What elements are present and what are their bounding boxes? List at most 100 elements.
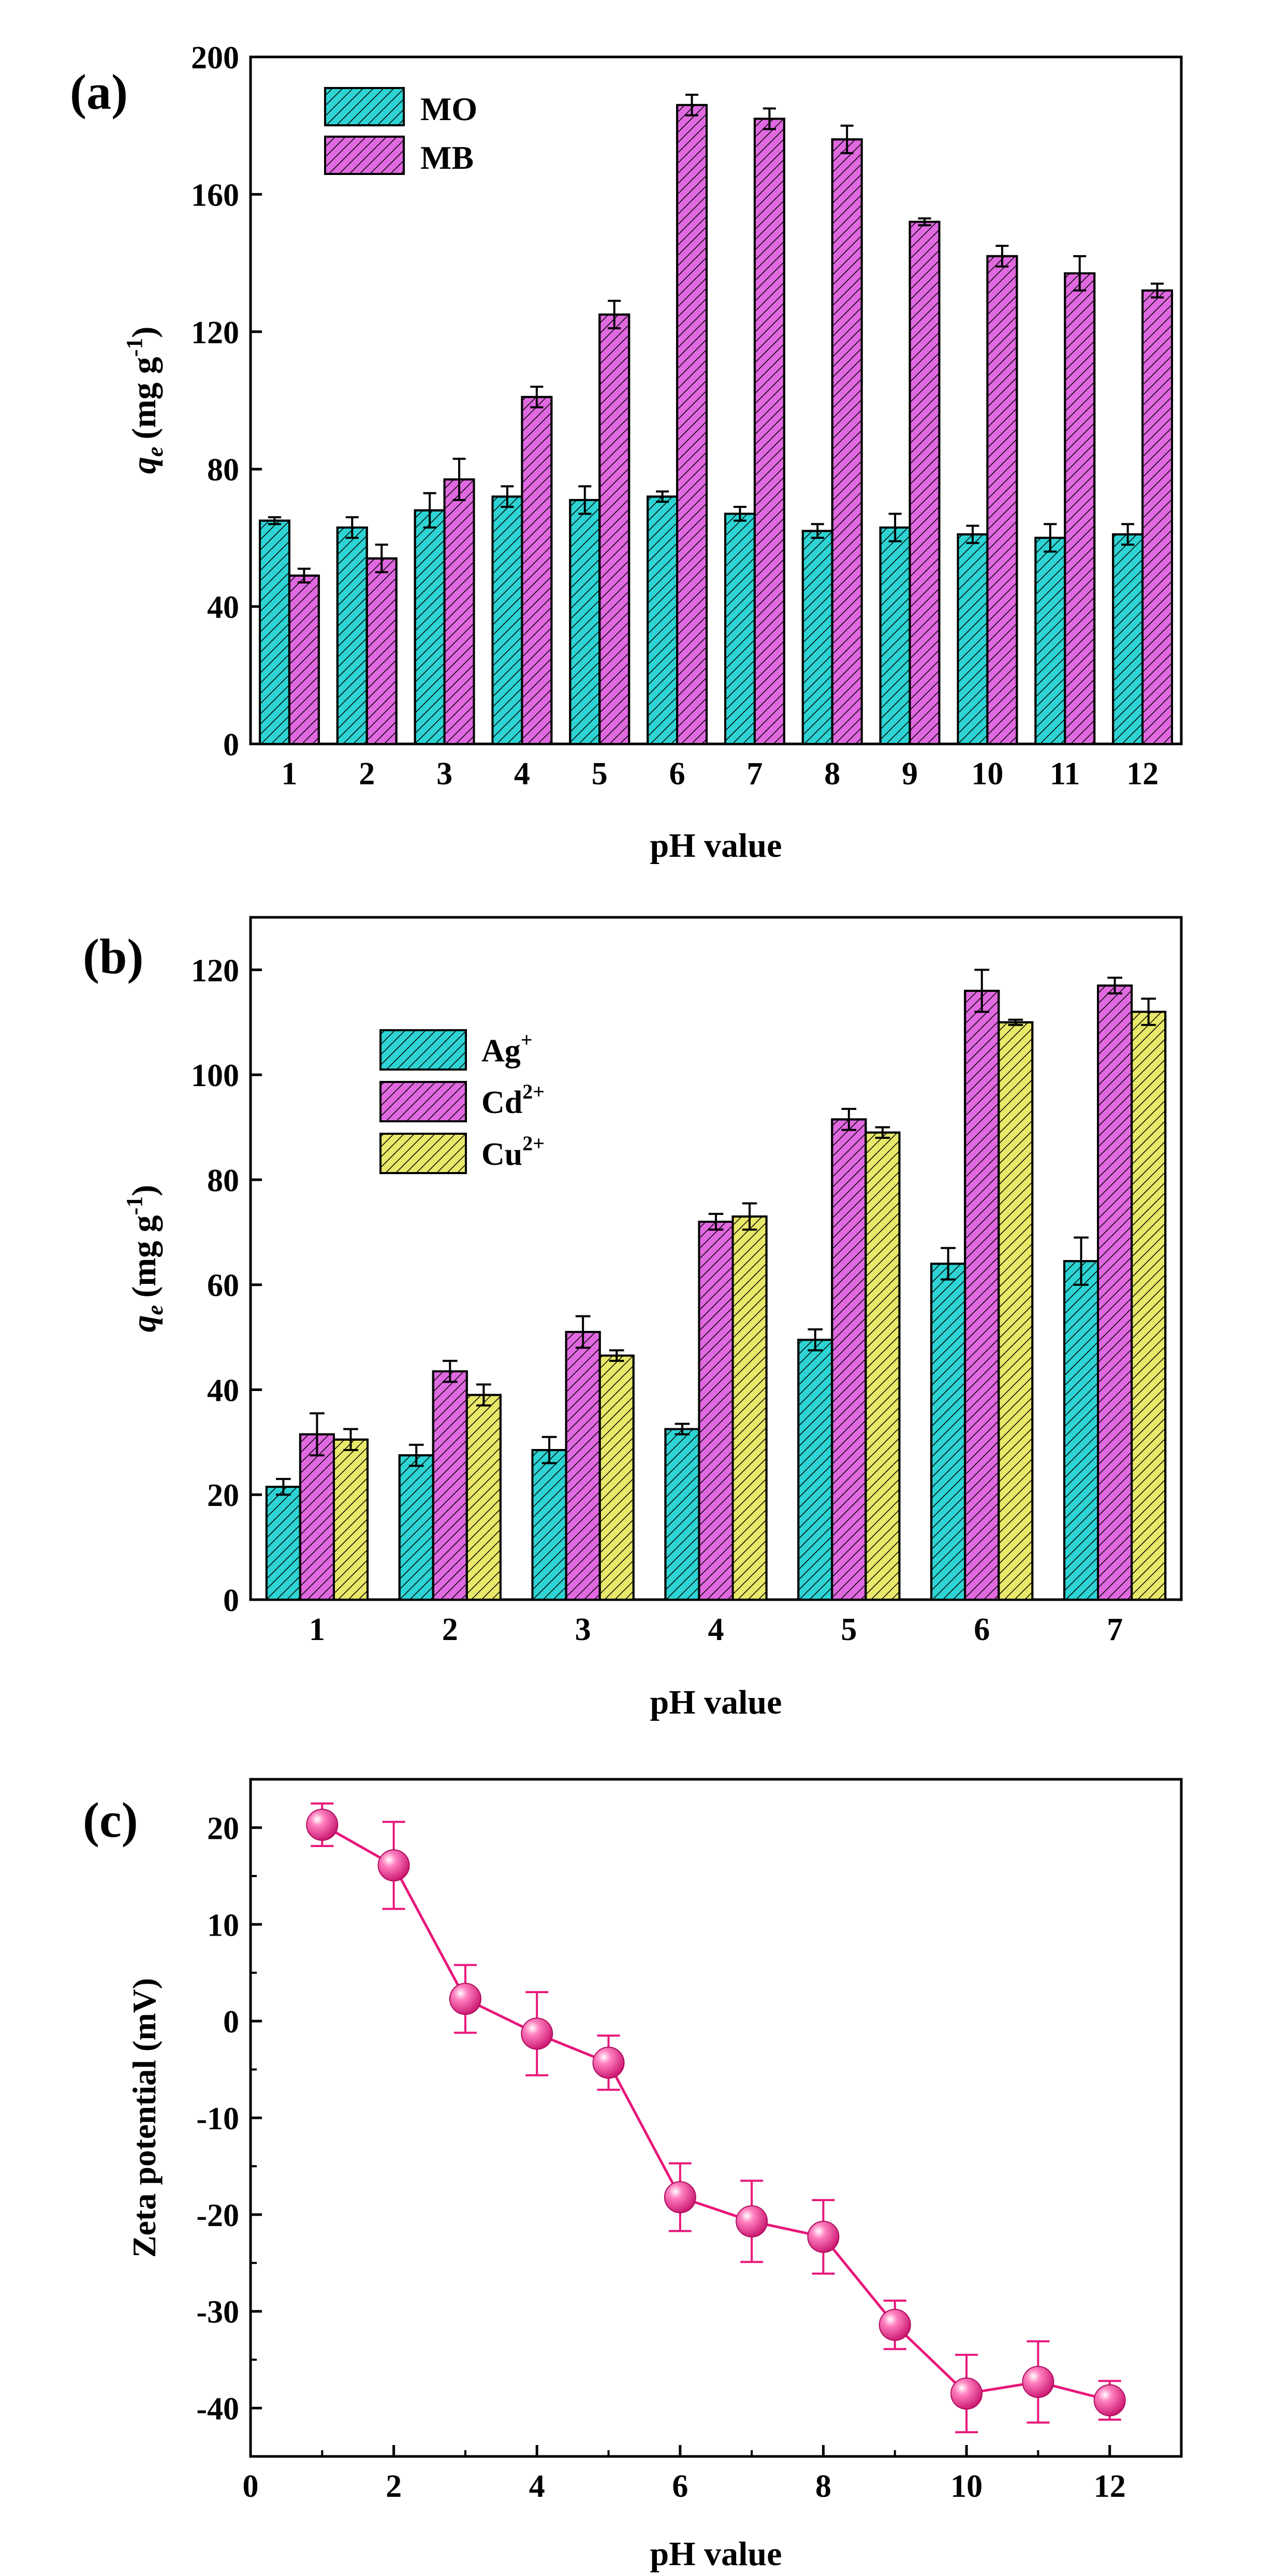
ytick-label: 60 — [207, 1268, 239, 1304]
bar-hatch-ag — [531, 1449, 567, 1601]
bar-hatch-mo — [957, 533, 989, 745]
xtick-label: 4 — [529, 2469, 545, 2504]
ytick-label: 120 — [191, 953, 239, 988]
data-point — [950, 2377, 983, 2410]
panel-c-yticks: -40 -30 -20 -10 0 10 20 — [196, 1811, 262, 2457]
panel-b-xticks: 1 2 3 4 5 6 7 — [309, 1588, 1123, 1647]
xtick-label: 11 — [1050, 756, 1080, 792]
bar-hatch-mo — [414, 509, 446, 745]
bar-hatch-ag — [664, 1428, 700, 1601]
data-point — [736, 2205, 768, 2237]
xtick-label: 6 — [669, 756, 685, 792]
xtick-label: 10 — [950, 2469, 983, 2504]
data-point — [449, 1983, 481, 2015]
xtick-label: 2 — [386, 2469, 402, 2504]
bar-hatch-cu — [598, 1354, 635, 1601]
ytick-label: 20 — [207, 1811, 239, 1846]
bar-hatch-cu — [731, 1215, 768, 1601]
xtick-label: 3 — [575, 1612, 591, 1647]
panel-a-ylabel-sup: -1 — [122, 338, 147, 357]
data-point — [878, 2308, 911, 2341]
xtick-label: 1 — [309, 1612, 325, 1647]
bar-hatch-mb — [1064, 272, 1096, 745]
panel-a-bars — [258, 93, 1174, 745]
bar-hatch-cd — [698, 1221, 734, 1601]
data-point — [377, 1849, 410, 1882]
bar-hatch-mb — [288, 574, 320, 745]
data-point — [521, 2017, 553, 2050]
ytick-label: 40 — [207, 590, 239, 625]
legend-hatch-cu — [379, 1133, 467, 1174]
bar-hatch-cd — [299, 1433, 335, 1601]
bar-hatch-mb — [443, 478, 475, 745]
bar-hatch-cd — [432, 1370, 468, 1601]
legend-label-cd-sup: 2+ — [522, 1080, 545, 1103]
xtick-label: 10 — [971, 756, 1003, 792]
xtick-label: 4 — [708, 1612, 724, 1647]
panel-c-label: (c) — [83, 1792, 138, 1848]
panel-a-label: (a) — [70, 64, 128, 120]
bar-hatch-cd — [831, 1118, 867, 1601]
panel-b-ylabel: qe (mg g-1) — [122, 1185, 168, 1333]
ytick-label: 120 — [191, 315, 239, 350]
panel-b-ylabel-e: e — [142, 1305, 168, 1315]
panel-b-label: (b) — [83, 929, 143, 984]
bar-hatch-mb — [521, 396, 553, 745]
bar-hatch-mo — [1034, 536, 1066, 745]
panel-a-ylabel-close: ) — [125, 327, 163, 338]
bar-hatch-cu — [332, 1438, 369, 1601]
ytick-label: -10 — [196, 2101, 239, 2136]
zeta-line — [321, 1823, 1110, 2402]
ytick-label: 200 — [191, 40, 239, 76]
panel-c: (c) -40 -30 -20 -10 0 10 20 0 2 4 6 8 10 12 pH value… — [83, 1778, 1183, 2573]
bar-hatch-mo — [801, 530, 833, 745]
bar-hatch-mo — [1112, 533, 1144, 745]
panel-a-ylabel-e: e — [142, 447, 168, 457]
data-point — [592, 2046, 625, 2079]
ytick-label: -20 — [196, 2198, 239, 2233]
panel-b-ylabel-close: ) — [125, 1185, 163, 1196]
xtick-label: 9 — [902, 756, 918, 792]
bar-hatch-mb — [365, 557, 398, 745]
legend-hatch-mb — [324, 136, 405, 175]
xtick-label: 4 — [514, 756, 530, 792]
bar-hatch-mb — [831, 138, 863, 745]
data-point — [1093, 2384, 1126, 2417]
panel-c-ylabel: Zeta potential (mV) — [126, 1978, 163, 2258]
ytick-label: 0 — [223, 2004, 239, 2040]
panel-a-ylabel-q: q — [125, 457, 163, 474]
ytick-label: 10 — [207, 1908, 239, 1943]
bar-hatch-mo — [724, 513, 756, 745]
panel-c-series — [306, 1802, 1126, 2434]
panel-b-yticks: 0 20 40 60 80 100 120 — [191, 953, 262, 1618]
legend-hatch-cd — [379, 1081, 467, 1122]
xtick-label: 5 — [592, 756, 608, 792]
bar-hatch-cu — [1131, 1011, 1167, 1601]
panel-a-ylabel: qe (mg g-1) — [122, 327, 168, 474]
ytick-label: 0 — [223, 727, 239, 763]
panel-b-ylabel-q: q — [125, 1315, 163, 1332]
xtick-label: 12 — [1126, 756, 1159, 792]
ytick-label: 80 — [207, 452, 239, 488]
xtick-label: 0 — [243, 2469, 259, 2504]
panel-a-xlabel: pH value — [650, 827, 782, 865]
bar-hatch-ag — [797, 1339, 833, 1601]
bar-hatch-cu — [864, 1131, 901, 1601]
bar-hatch-cd — [565, 1330, 601, 1601]
panel-b-ylabel-sup: -1 — [122, 1196, 147, 1216]
bar-hatch-cd — [1097, 984, 1133, 1601]
xtick-label: 2 — [359, 756, 375, 792]
xtick-label: 12 — [1094, 2469, 1126, 2504]
bar-hatch-ag — [930, 1263, 966, 1601]
xtick-label: 1 — [281, 756, 297, 792]
ytick-label: 20 — [207, 1478, 239, 1513]
legend-label-mb: MB — [420, 139, 474, 176]
bar-hatch-ag — [1063, 1260, 1100, 1601]
legend-label-cu: Cu2+ — [481, 1132, 545, 1172]
panel-b-xlabel: pH value — [650, 1684, 782, 1721]
panel-a-yticks: 0 40 80 120 160 200 — [191, 40, 262, 763]
data-point — [664, 2181, 696, 2214]
bar-hatch-mb — [676, 104, 708, 745]
